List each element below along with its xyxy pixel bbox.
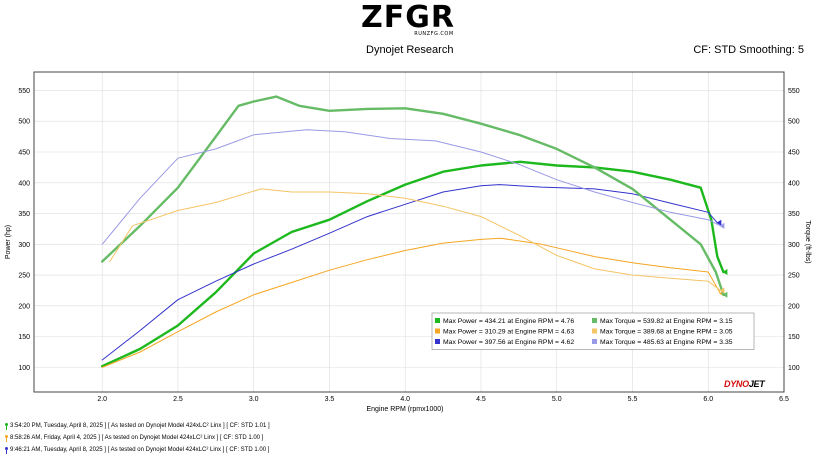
y-axis-right-ticks: 100 150 200 250 300 350 400 450 500 550	[788, 88, 800, 372]
series-lines	[101, 95, 728, 368]
series-line	[101, 129, 721, 245]
legend-entry: Max Power = 397.56 at Engine RPM = 4.62	[443, 339, 574, 346]
y-tick-label-right: 200	[788, 303, 800, 310]
y-tick-label-left: 200	[18, 303, 30, 310]
pin-icon	[4, 446, 8, 454]
dynojet-logo-part1: DYNO	[724, 379, 749, 389]
series-line	[101, 160, 725, 368]
x-tick-label: 6.0	[703, 396, 713, 403]
x-tick-label: 4.0	[400, 396, 410, 403]
run-label: 8:58:26 AM, Friday, April 4, 2025 ] [ As…	[10, 435, 264, 441]
pin-icon	[4, 422, 8, 430]
pin-icon	[4, 434, 8, 442]
y-axis-left-label: Power (hp)	[5, 225, 12, 259]
y-tick-label-left: 150	[18, 334, 30, 341]
legend: Max Power = 434.21 at Engine RPM = 4.76 M…	[431, 312, 755, 350]
x-tick-label: 5.5	[628, 396, 638, 403]
x-tick-label: 4.5	[476, 396, 486, 403]
x-tick-label: 2.5	[173, 396, 183, 403]
y-tick-label-left: 500	[18, 119, 30, 126]
y-tick-label-left: 300	[18, 242, 30, 249]
y-tick-label-left: 550	[18, 88, 30, 95]
series-end-marker	[722, 269, 728, 275]
x-tick-label: 2.0	[97, 396, 107, 403]
plot-frame	[33, 71, 785, 393]
legend-entry: Max Torque = 539.82 at Engine RPM = 3.15	[600, 318, 733, 325]
y-axis-right-label: Torque (ft-lbs)	[804, 220, 811, 263]
run-item[interactable]: 9:46:21 AM, Tuesday, April 8, 2025 ] [ A…	[4, 444, 270, 456]
y-tick-label-left: 450	[18, 150, 30, 157]
x-tick-label: 3.0	[249, 396, 259, 403]
run-label: 3:54:20 PM, Tuesday, April 8, 2025 ] [ A…	[10, 423, 270, 429]
y-tick-label-right: 150	[788, 334, 800, 341]
logo-text: ZFGR	[361, 0, 455, 35]
legend-entry: Max Torque = 389.68 at Engine RPM = 3.05	[600, 329, 733, 336]
chart-header-title: Dynojet Research	[366, 44, 454, 56]
y-tick-label-right: 450	[788, 150, 800, 157]
legend-swatch	[592, 339, 597, 344]
legend-swatch	[435, 318, 440, 323]
x-tick-label: 6.5	[779, 396, 789, 403]
logo-subtext: RUNZFG.COM	[414, 31, 454, 37]
y-tick-label-right: 500	[788, 119, 800, 126]
series-end-marker	[722, 291, 728, 298]
legend-entry: Max Power = 434.21 at Engine RPM = 4.76	[443, 318, 574, 325]
y-tick-label-left: 400	[18, 180, 30, 187]
dynojet-logo: DYNOJET	[724, 379, 765, 389]
series-line	[101, 95, 725, 296]
y-tick-label-right: 300	[788, 242, 800, 249]
y-tick-label-right: 350	[788, 211, 800, 218]
x-axis-ticks: 2.0 2.5 3.0 3.5 4.0 4.5 5.0 5.5 6.0 6.5	[97, 396, 789, 403]
y-tick-label-left: 350	[18, 211, 30, 218]
dynojet-logo-part2: JET	[748, 379, 765, 389]
legend-swatch	[592, 318, 597, 323]
y-tick-label-right: 400	[788, 180, 800, 187]
correction-factor-label: CF: STD Smoothing: 5	[693, 44, 804, 56]
series-end-marker	[716, 219, 722, 226]
y-tick-label-right: 100	[788, 365, 800, 372]
legend-entry: Max Power = 310.29 at Engine RPM = 4.63	[443, 329, 574, 336]
y-axis-left-ticks: 100 150 200 250 300 350 400 450 500 550	[18, 88, 30, 372]
legend-entry: Max Torque = 485.63 at Engine RPM = 3.35	[600, 339, 733, 346]
x-axis-label: Engine RPM (rpmx1000)	[366, 406, 443, 413]
run-list: 3:54:20 PM, Tuesday, April 8, 2025 ] [ A…	[4, 420, 270, 456]
y-tick-label-right: 250	[788, 273, 800, 280]
legend-swatch	[435, 328, 440, 334]
x-tick-label: 3.5	[325, 396, 335, 403]
zfgr-logo: ZFGR RUNZFG.COM	[0, 0, 816, 38]
y-tick-label-left: 250	[18, 273, 30, 280]
run-item[interactable]: 8:58:26 AM, Friday, April 4, 2025 ] [ As…	[4, 432, 270, 444]
series-end-marker	[719, 287, 725, 294]
y-tick-label-right: 550	[788, 88, 800, 95]
run-label: 9:46:21 AM, Tuesday, April 8, 2025 ] [ A…	[10, 447, 270, 453]
y-tick-label-left: 100	[18, 365, 30, 372]
legend-swatch	[435, 339, 440, 344]
series-end-marker	[719, 222, 725, 229]
x-tick-label: 5.0	[552, 396, 562, 403]
series-line	[109, 188, 721, 291]
series-line	[101, 237, 721, 368]
legend-swatch	[592, 328, 597, 334]
run-item[interactable]: 3:54:20 PM, Tuesday, April 8, 2025 ] [ A…	[4, 420, 270, 432]
